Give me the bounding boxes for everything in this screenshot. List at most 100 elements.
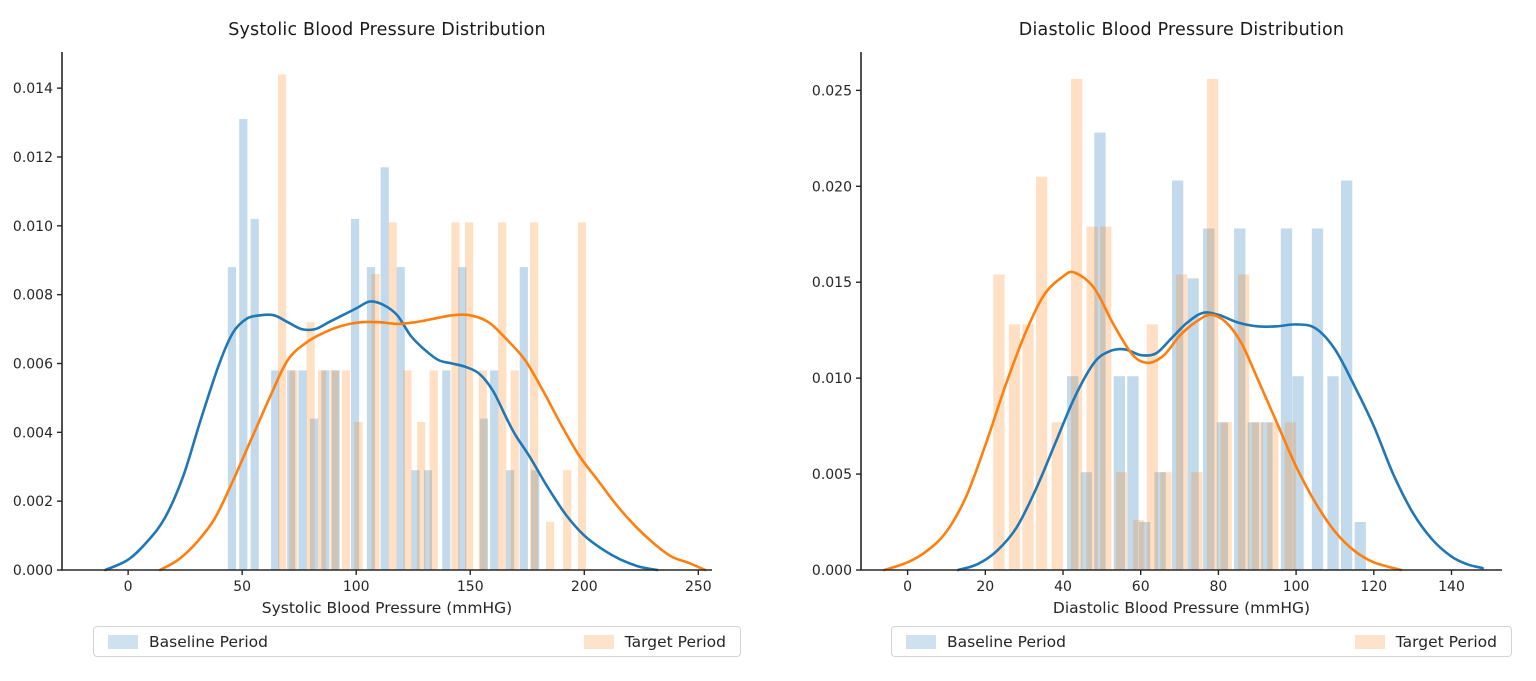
hist-bar-target (1146, 324, 1158, 570)
hist-bar-baseline (1067, 376, 1079, 570)
hist-bar-baseline (1327, 376, 1339, 570)
hist-bar-baseline (380, 167, 389, 571)
x-tick-label: 150 (457, 579, 484, 595)
x-tick-label: 80 (1209, 579, 1227, 595)
y-tick-label: 0.006 (13, 356, 53, 372)
hist-bar-baseline (1154, 472, 1166, 570)
x-tick-label: 250 (685, 579, 712, 595)
hist-bar-target (577, 222, 587, 570)
hist-bar-target (289, 370, 298, 570)
diastolic-plot: 0 20 40 60 80 100 120 140 0.000 0.005 0.010 0.015 0.… (812, 52, 1502, 595)
y-tick-label: 0.010 (13, 219, 53, 235)
hist-bar-baseline (1113, 376, 1125, 570)
y-tick-label: 0.014 (13, 81, 53, 97)
x-tick-label: 140 (1438, 579, 1465, 595)
y-tick-label: 0.008 (13, 288, 53, 304)
hist-bar-baseline (271, 370, 280, 570)
hist-bar-baseline (1280, 228, 1293, 570)
x-tick-label: 100 (343, 579, 370, 595)
hist-bar-baseline (531, 470, 540, 570)
hist-bar-baseline (1247, 422, 1259, 570)
hist-bar-target (1238, 274, 1250, 570)
hist-bar-target (341, 370, 350, 570)
diastolic-chart-title: Diastolic Blood Pressure Distribution (1018, 20, 1345, 40)
hist-bar-target (1191, 472, 1203, 570)
hist-bar-baseline (1172, 180, 1184, 570)
hist-bar-target (1071, 78, 1083, 571)
hist-bar-baseline (519, 267, 528, 570)
hist-bar-baseline (366, 267, 376, 570)
hist-bar-baseline (227, 267, 236, 570)
hist-bar-target (465, 222, 474, 570)
hist-bar-baseline (1139, 522, 1151, 570)
hist-bar-baseline (458, 267, 467, 570)
hist-bar-baseline (1341, 180, 1353, 570)
legend-baseline-label: Baseline Period (947, 632, 1066, 651)
kde-curve-target (883, 270, 1403, 572)
baseline-swatch-icon (108, 634, 138, 649)
hist-bar-target (1251, 422, 1263, 570)
kde-curve-baseline (956, 311, 1484, 572)
hist-bar-target (371, 274, 380, 570)
hist-bar-target (354, 422, 363, 570)
hist-bar-target (330, 370, 339, 570)
hist-bar-target (510, 370, 519, 570)
hist-bar-target (1160, 472, 1172, 570)
hist-bar-target (1284, 422, 1296, 570)
y-tick-label: 0.020 (812, 179, 852, 195)
hist-bar-baseline (321, 370, 330, 570)
hist-bar-target (530, 222, 539, 570)
hist-bar-target (317, 370, 327, 570)
hist-bar-target (993, 274, 1005, 570)
hist-bar-target (498, 222, 507, 570)
hist-bar-baseline (351, 218, 360, 570)
legend-item-target: Target Period (583, 633, 726, 651)
hist-bar-target (1175, 274, 1188, 570)
hist-bar-target (1008, 324, 1021, 570)
x-tick-label: 60 (1132, 579, 1150, 595)
hist-bar-baseline (1234, 228, 1246, 570)
x-tick-label: 20 (976, 579, 994, 595)
y-tick-label: 0.000 (13, 563, 53, 579)
hist-bar-target (417, 422, 426, 570)
hist-bar-baseline (1187, 278, 1199, 570)
hist-bar-baseline (287, 370, 296, 570)
hist-bar-baseline (423, 470, 433, 570)
hist-bar-target (1206, 78, 1219, 571)
legend-baseline-label: Baseline Period (149, 632, 268, 651)
kde-curve-baseline (104, 300, 659, 572)
hist-bar-target (546, 521, 555, 570)
hist-bar-target (1220, 422, 1232, 570)
hist-bar-baseline (298, 370, 307, 570)
y-tick-label: 0.005 (812, 467, 852, 483)
legend-item-baseline: Baseline Period (108, 633, 268, 651)
hist-bar-baseline (1354, 522, 1366, 570)
hist-bar-target (388, 222, 397, 570)
hist-bar-target (306, 322, 315, 570)
y-tick-label: 0.015 (812, 275, 852, 291)
x-tick-label: 40 (1054, 579, 1072, 595)
hist-bar-target (1051, 422, 1063, 570)
y-tick-label: 0.000 (812, 563, 852, 579)
hist-bar-baseline (1261, 422, 1273, 570)
y-tick-label: 0.010 (812, 371, 852, 387)
hist-bar-baseline (1094, 132, 1106, 570)
x-tick-label: 120 (1360, 579, 1387, 595)
systolic-plot: 0 50 100 150 200 250 0.000 0.002 0.004 0.006 0.008… (13, 52, 712, 595)
hist-bar-baseline (1127, 376, 1139, 570)
hist-bar-target (1267, 422, 1279, 570)
hist-bar-baseline (506, 470, 515, 570)
hist-bar-baseline (309, 418, 319, 570)
diastolic-x-axis-label: Diastolic Blood Pressure (mmHG) (1052, 599, 1311, 617)
hist-bar-target (451, 222, 460, 570)
legend-item-baseline: Baseline Period (906, 633, 1066, 651)
hist-bar-baseline (250, 218, 259, 570)
hist-bar-target (403, 370, 412, 570)
y-tick-label: 0.002 (13, 494, 53, 510)
hist-bar-baseline (1216, 422, 1228, 570)
hist-bar-baseline (396, 267, 405, 570)
hist-bar-target (278, 74, 287, 571)
hist-bar-baseline (479, 418, 488, 570)
x-tick-label: 0 (903, 579, 912, 595)
